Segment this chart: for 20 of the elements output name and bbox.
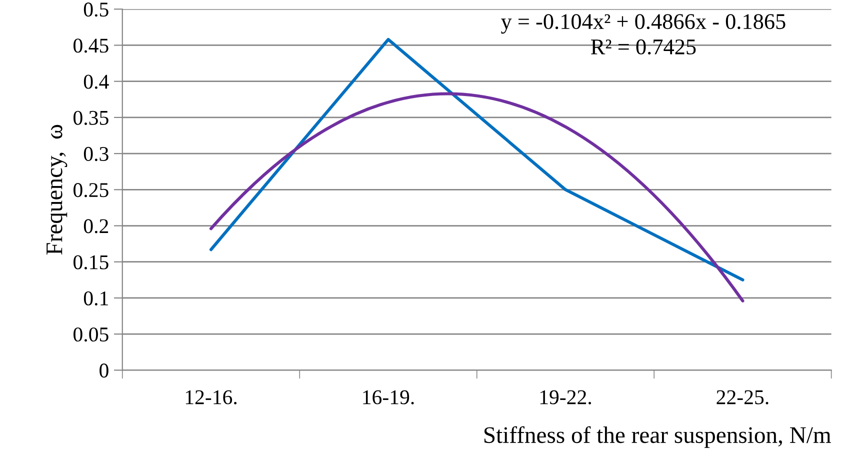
x-axis-title: Stiffness of the rear suspension, N/m	[484, 426, 831, 448]
y-tick-label: 0.5	[84, 2, 108, 17]
y-tick-label: 0.4	[84, 74, 109, 89]
x-tick-label: 12-16.	[186, 390, 237, 404]
y-tick-label: 0.05	[74, 327, 108, 342]
annotation: y = -0.104x² + 0.4866x - 0.1865	[501, 14, 786, 34]
x-tick-label: 16-19.	[363, 390, 414, 404]
x-tick-label: 22-25.	[716, 390, 768, 404]
line-series	[209, 38, 744, 282]
y-tick-label: 0.45	[74, 38, 108, 53]
y-tick-label: 0.25	[74, 183, 108, 198]
y-tick-label: 0.15	[74, 255, 108, 270]
y-tick-label: 0	[100, 364, 108, 378]
y-tick-label: 0.3	[84, 146, 108, 162]
x-tick-label: 19-22.	[540, 390, 592, 404]
y-tick-label: 0.35	[74, 110, 108, 125]
y-tick-label: 0.1	[84, 291, 108, 306]
y-tick-label: 0.2	[84, 219, 108, 234]
y-axis-title: Frequency, ω	[46, 124, 68, 255]
annotation: R² = 0.7425	[590, 39, 696, 55]
